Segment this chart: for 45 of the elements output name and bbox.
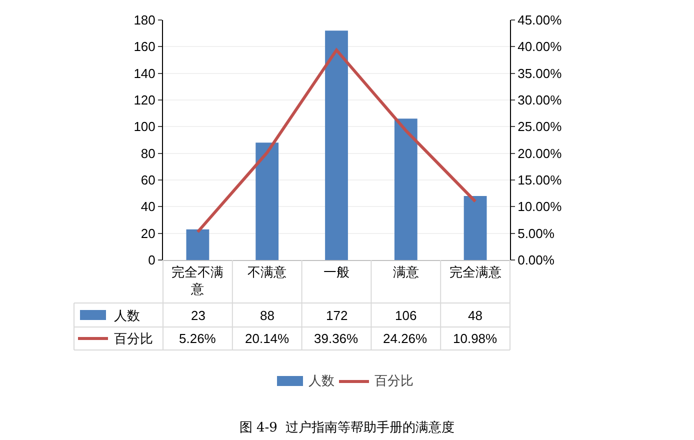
data-label: 48 xyxy=(468,308,482,323)
y2-tick-label: 30.00% xyxy=(518,92,562,108)
text: 图 4-9 过户指南等帮助手册的满意度 xyxy=(239,420,455,436)
y-tick-label: 120 xyxy=(134,92,156,108)
x-tick-label: 满意 xyxy=(392,264,419,280)
y-tick-label: 0 xyxy=(148,252,156,268)
data-label: 88 xyxy=(260,308,274,323)
bar xyxy=(186,229,210,260)
y-tick-label: 20 xyxy=(140,226,156,241)
y2-tick-label: 15.00% xyxy=(518,172,562,188)
y2-tick-label: 0.00% xyxy=(518,252,555,268)
x-tick-label: 完全不满意 xyxy=(172,264,224,296)
data-label: 5.26% xyxy=(179,331,216,346)
data-label: 20.14% xyxy=(245,331,290,346)
legend: 人数 百分比 xyxy=(0,371,694,391)
y2-tick-label: 5.00% xyxy=(518,226,555,241)
legend-label: 人数 xyxy=(114,308,140,323)
y2-tick-label: 10.00% xyxy=(518,199,562,214)
y-tick-label: 160 xyxy=(134,39,156,54)
data-label: 172 xyxy=(326,308,348,323)
y-tick-label: 40 xyxy=(140,199,156,214)
bar xyxy=(256,142,279,260)
data-label: 39.36% xyxy=(314,331,359,346)
bar xyxy=(464,196,487,260)
y-tick-label: 80 xyxy=(140,146,156,161)
line-series xyxy=(196,48,477,234)
x-tick-label: 完全满意 xyxy=(449,264,502,280)
data-label: 23 xyxy=(191,308,206,323)
y2-tick-label: 45.00% xyxy=(518,12,562,28)
data-label: 10.98% xyxy=(453,331,498,346)
y2-tick-label: 25.00% xyxy=(518,119,562,134)
y2-tick-label: 20.00% xyxy=(518,146,562,161)
x-tick-label: 一般 xyxy=(324,264,350,280)
y-tick-label: 180 xyxy=(134,12,156,28)
y-tick-label: 140 xyxy=(134,66,156,81)
y-tick-label: 100 xyxy=(134,119,156,134)
y2-tick-label: 35.00% xyxy=(518,66,562,81)
data-label: 106 xyxy=(395,308,417,323)
y-tick-label: 60 xyxy=(140,172,156,188)
y2-tick-label: 40.00% xyxy=(518,39,562,54)
bar xyxy=(325,30,348,260)
bar xyxy=(394,118,418,260)
data-label: 24.26% xyxy=(383,331,428,346)
x-tick-label: 不满意 xyxy=(248,264,287,280)
legend-label: 百分比 xyxy=(114,331,153,346)
